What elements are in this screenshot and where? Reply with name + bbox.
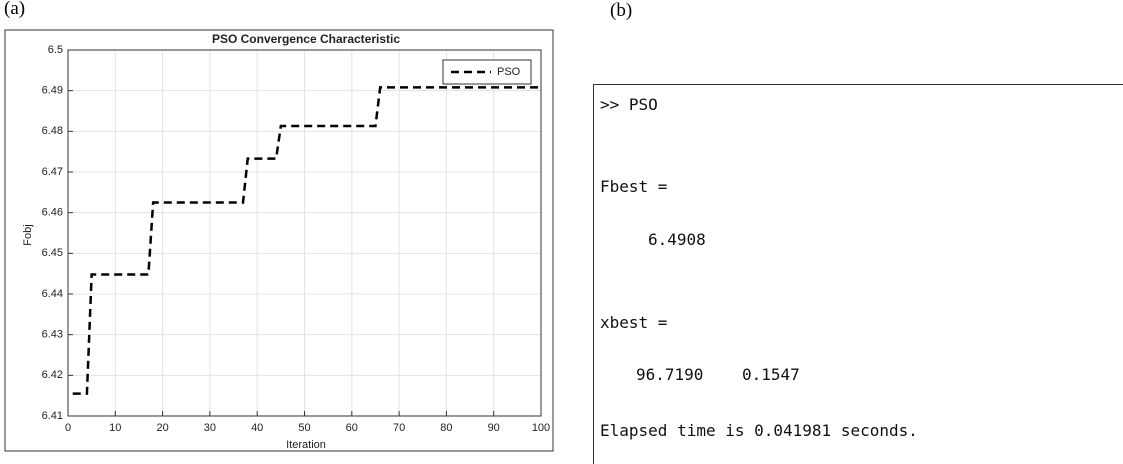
console-line: >> PSO bbox=[600, 95, 658, 114]
x-tick-label: 90 bbox=[488, 422, 500, 434]
chart-title: PSO Convergence Characteristic bbox=[212, 32, 400, 46]
y-tick-label: 6.49 bbox=[42, 85, 63, 97]
y-tick-label: 6.48 bbox=[42, 125, 63, 137]
y-tick-label: 6.42 bbox=[42, 369, 63, 381]
x-tick-label: 20 bbox=[156, 422, 168, 434]
x-tick-label: 40 bbox=[251, 422, 263, 434]
x-tick-label: 30 bbox=[204, 422, 216, 434]
chart: PSO Convergence Characteristic Iteration… bbox=[0, 0, 556, 452]
y-tick-label: 6.41 bbox=[42, 410, 63, 422]
x-tick-label: 60 bbox=[346, 422, 358, 434]
console: >> PSO Fbest = 6.4908 xbest = 96.7190 0.1547… bbox=[593, 84, 1123, 464]
x-tick-label: 100 bbox=[532, 422, 550, 434]
y-axis-label: Fobj bbox=[22, 224, 34, 245]
x-tick-label: 80 bbox=[440, 422, 452, 434]
x-tick-label: 50 bbox=[298, 422, 310, 434]
y-tick-label: 6.45 bbox=[42, 247, 63, 259]
legend-label: PSO bbox=[497, 66, 521, 78]
console-line: 6.4908 bbox=[648, 230, 706, 249]
console-line: 96.7190 0.1547 bbox=[636, 365, 800, 384]
y-tick-label: 6.43 bbox=[42, 329, 63, 341]
console-line: Fbest = bbox=[600, 177, 667, 196]
x-axis-label: Iteration bbox=[286, 439, 326, 451]
x-tick-label: 70 bbox=[393, 422, 405, 434]
y-tick-label: 6.46 bbox=[42, 207, 63, 219]
x-tick-label: 10 bbox=[109, 422, 121, 434]
console-line: Elapsed time is 0.041981 seconds. bbox=[600, 421, 918, 440]
y-tick-label: 6.5 bbox=[48, 44, 63, 56]
x-tick-label: 0 bbox=[65, 422, 71, 434]
y-tick-label: 6.47 bbox=[42, 166, 63, 178]
y-tick-label: 6.44 bbox=[42, 288, 63, 300]
panel-label: (b) bbox=[610, 0, 632, 22]
console-line: xbest = bbox=[600, 313, 667, 332]
page: (a) (b) PSO Convergence Characteristic I… bbox=[0, 0, 1123, 452]
